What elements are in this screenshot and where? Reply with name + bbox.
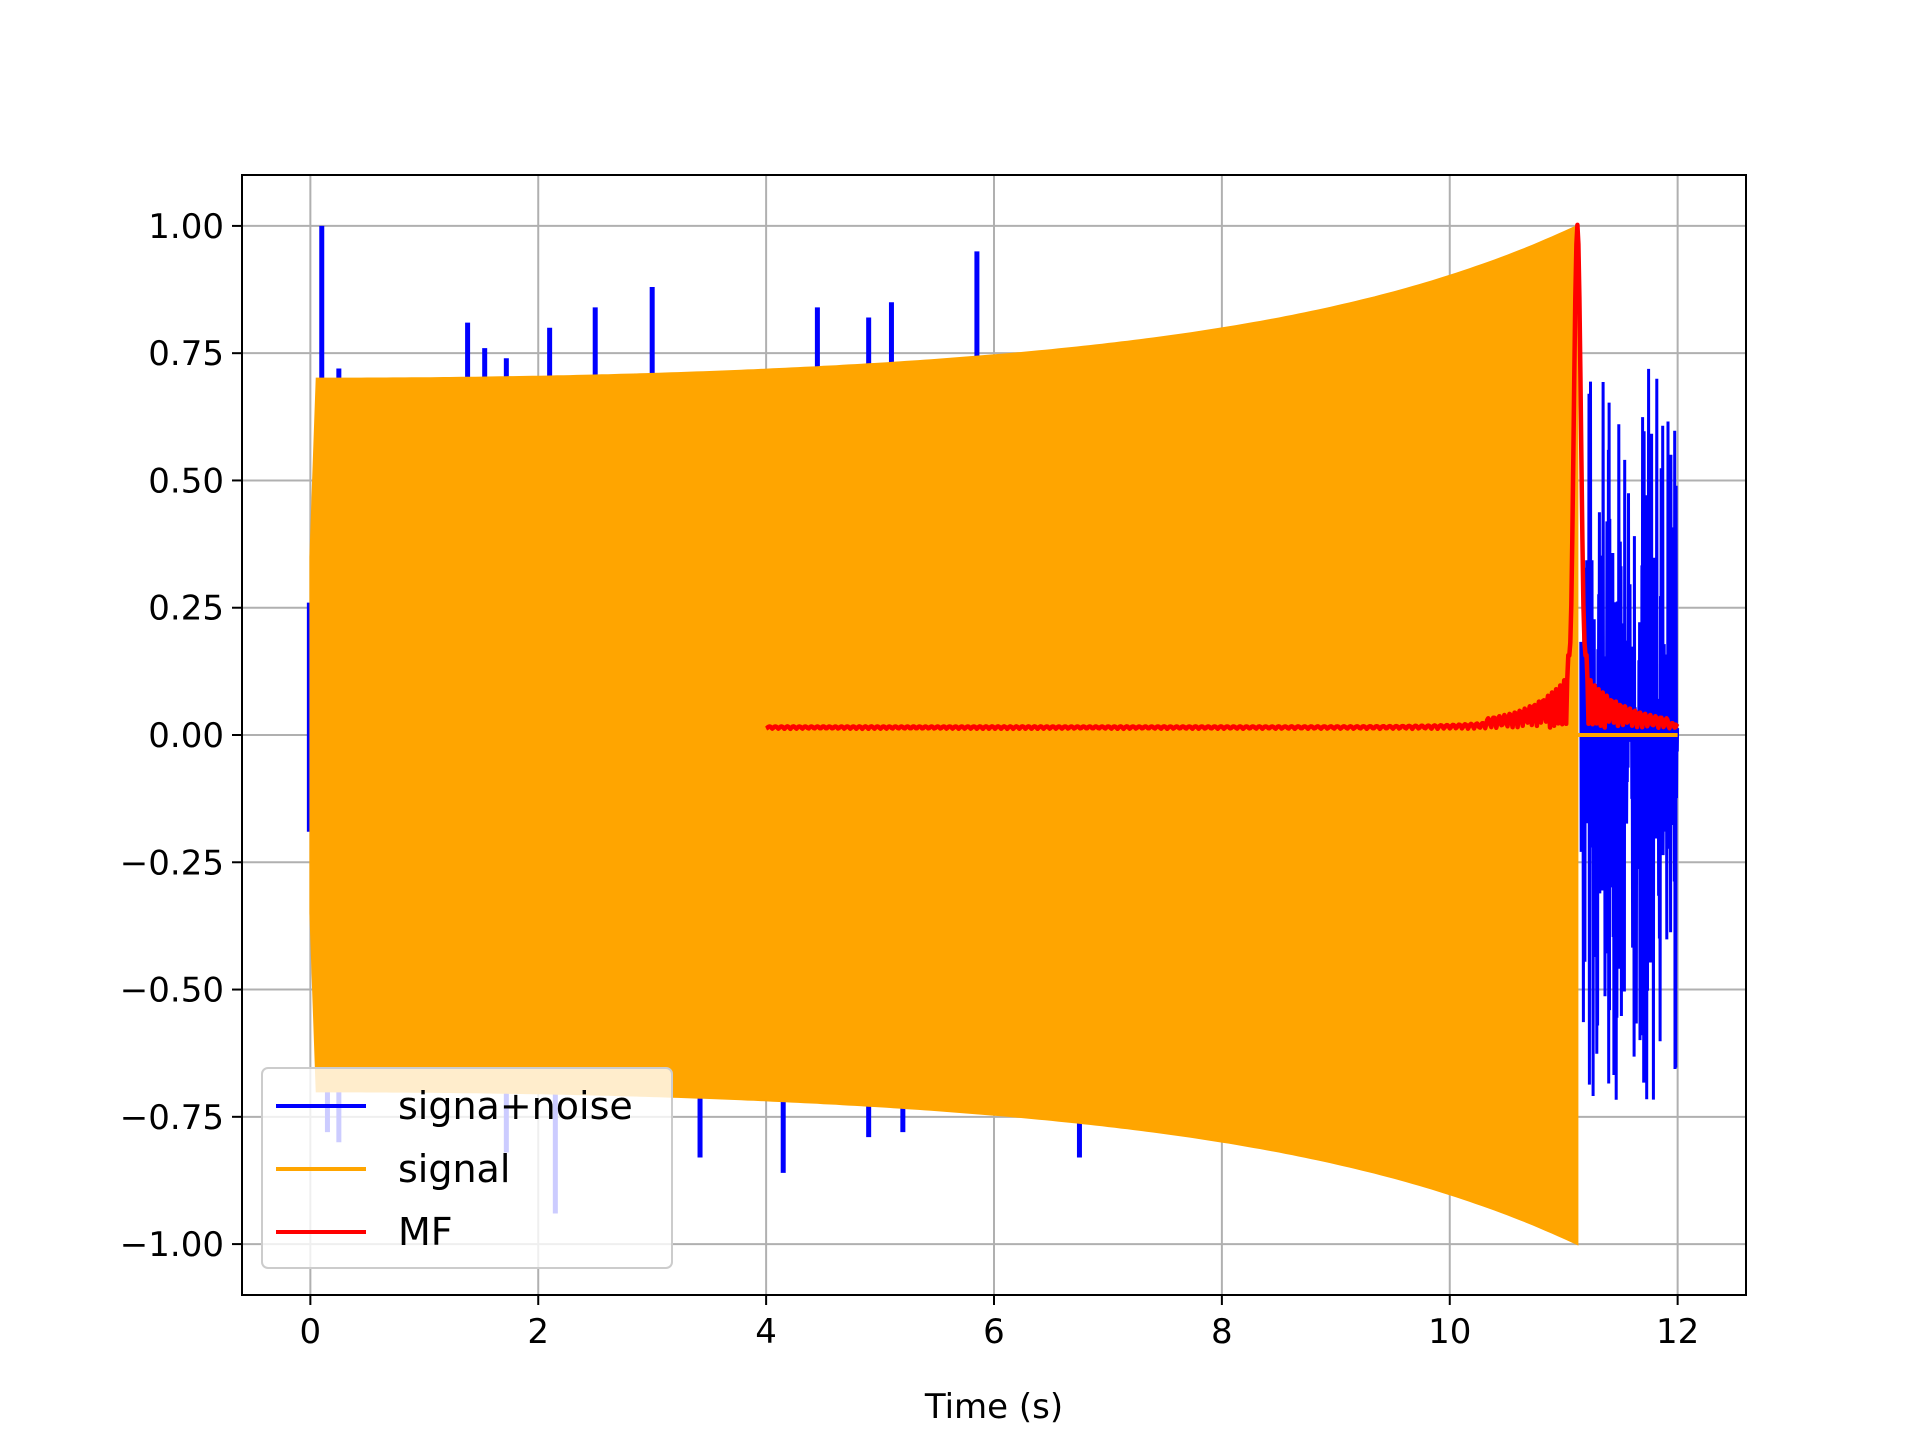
y-tick-label: 0.75 <box>148 334 224 374</box>
legend-label-mf: MF <box>398 1210 453 1254</box>
legend-label-signal: signal <box>398 1147 510 1191</box>
x-tick-label: 12 <box>1656 1312 1699 1352</box>
axis-ticks: 0 2 4 6 8 10 12 1.00 0.75 0.50 0.25 0.00 −0.25 −0.50 −… <box>120 207 1699 1352</box>
y-tick-label: 1.00 <box>148 207 224 247</box>
y-tick-label: −0.50 <box>120 971 224 1011</box>
y-tick-label: 0.00 <box>148 716 224 756</box>
y-tick-label: −1.00 <box>120 1225 224 1265</box>
signal-envelope <box>309 224 1579 1246</box>
x-tick-label: 4 <box>755 1312 777 1352</box>
plot-area <box>306 222 1680 1246</box>
legend-label-signal-noise: signa+noise <box>398 1084 633 1128</box>
y-tick-label: −0.25 <box>120 843 224 883</box>
x-tick-label: 10 <box>1428 1312 1471 1352</box>
y-tick-label: −0.75 <box>120 1098 224 1138</box>
x-tick-label: 0 <box>300 1312 322 1352</box>
y-tick-label: 0.50 <box>148 461 224 501</box>
x-axis-label: Time (s) <box>924 1387 1063 1427</box>
legend: signa+noise signal MF <box>261 1067 673 1269</box>
legend-box <box>261 1067 673 1269</box>
mf-line <box>764 222 1680 732</box>
signal-noise-tail <box>1579 368 1680 1100</box>
y-tick-label: 0.25 <box>148 589 224 629</box>
x-tick-label: 6 <box>983 1312 1005 1352</box>
x-tick-label: 8 <box>1211 1312 1233 1352</box>
x-tick-label: 2 <box>527 1312 549 1352</box>
